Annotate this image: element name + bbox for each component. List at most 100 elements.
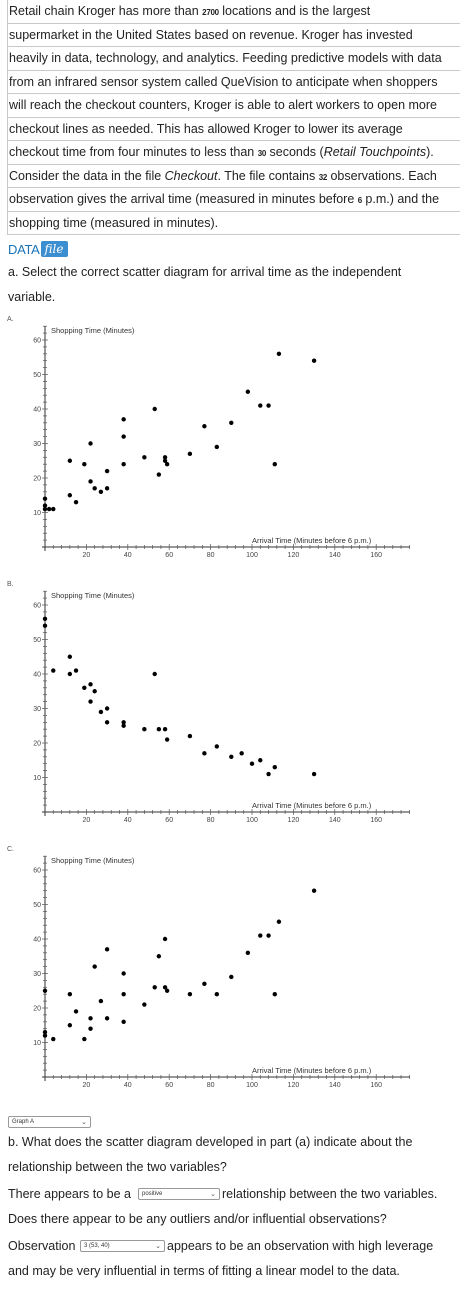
data-point — [104, 468, 110, 474]
y-tick-label: 10 — [33, 775, 41, 782]
x-axis-label: Arrival Time (Minutes before 6 p.m.) — [252, 1066, 372, 1075]
intro-line-5: will reach the checkout counters, Kroger… — [7, 94, 460, 118]
data-point — [42, 616, 48, 621]
x-tick-label: 20 — [83, 552, 91, 559]
data-point — [164, 988, 170, 993]
data-point — [162, 455, 168, 460]
data-point — [162, 458, 168, 463]
data-point — [92, 486, 97, 491]
intro-line-10: shopping time (measured in minutes). — [7, 211, 460, 235]
data-point — [42, 1029, 48, 1035]
data-point — [67, 654, 73, 659]
data-point — [67, 992, 73, 997]
data-point — [88, 479, 93, 484]
y-tick-label: 10 — [33, 1040, 41, 1047]
data-point — [266, 933, 271, 938]
x-tick-label: 20 — [83, 817, 91, 824]
data-point — [311, 888, 317, 893]
data-point — [121, 971, 126, 976]
data-point — [142, 727, 147, 732]
data-point — [67, 671, 73, 677]
data-point — [245, 950, 251, 955]
data-point — [258, 933, 263, 938]
x-tick-label: 120 — [288, 1082, 300, 1089]
data-point — [104, 706, 110, 711]
intro-line-1: Retail chain Kroger has more than 2700 l… — [7, 0, 460, 24]
scatter-svg: 20 40 60 80 100 120 140 160 10 20 30 40 50 60 Shopping… — [33, 590, 410, 824]
part-b-question-line-3: Does there appear to be any outliers and… — [8, 1212, 387, 1226]
data-point — [73, 1009, 79, 1014]
data-point — [202, 981, 207, 987]
y-tick-label: 50 — [33, 637, 41, 644]
data-point — [51, 506, 56, 512]
intro-line-6: checkout lines as needed. This has allow… — [7, 117, 460, 141]
data-point — [272, 764, 277, 770]
part-a-question-line-1: a. Select the correct scatter diagram fo… — [8, 265, 402, 279]
intro-line-3: heavily in data, technology, and analyti… — [7, 47, 460, 71]
data-point — [142, 455, 147, 460]
x-axis-label: Arrival Time (Minutes before 6 p.m.) — [252, 801, 372, 810]
data-point — [249, 761, 255, 766]
chevron-down-icon: ⌄ — [155, 1243, 161, 1250]
data-point — [156, 472, 162, 477]
option-letter-c: C. — [7, 846, 14, 853]
data-file-badge[interactable]: DATA file — [8, 239, 68, 259]
data-point — [82, 685, 87, 690]
x-tick-label: 120 — [288, 817, 300, 824]
data-point — [82, 462, 87, 467]
data-point — [51, 668, 56, 673]
chevron-down-icon: ⌄ — [81, 1119, 87, 1126]
data-point — [266, 771, 271, 777]
data-point — [276, 351, 282, 356]
relationship-select[interactable]: positive ⌄ — [138, 1188, 220, 1200]
data-point — [187, 733, 193, 739]
y-tick-label: 40 — [33, 937, 41, 944]
file-icon: file — [40, 241, 68, 257]
data-point — [152, 985, 157, 990]
data-point — [51, 1036, 56, 1042]
observation-select[interactable]: 3 (53, 40) ⌄ — [80, 1240, 165, 1252]
data-point — [67, 1023, 73, 1028]
y-tick-label: 60 — [33, 603, 41, 610]
data-point — [121, 992, 126, 997]
x-tick-label: 80 — [207, 552, 215, 559]
data-point — [266, 403, 271, 408]
data-point — [152, 406, 157, 412]
data-point — [156, 954, 162, 959]
x-tick-label: 80 — [207, 1082, 215, 1089]
data-point — [258, 403, 263, 408]
data-point — [121, 417, 126, 422]
graph-select-dropdown[interactable]: Graph A ⌄ — [8, 1116, 91, 1128]
part-b-answer-line-3: and may be very influential in terms of … — [8, 1264, 400, 1278]
data-point — [164, 462, 170, 467]
data-point — [162, 936, 168, 942]
x-tick-label: 100 — [246, 552, 258, 559]
x-axis-label: Arrival Time (Minutes before 6 p.m.) — [252, 536, 372, 545]
graph-select-value: Graph A — [12, 1119, 35, 1125]
answer-1-prefix: There appears to be a — [8, 1187, 131, 1201]
x-tick-label: 140 — [329, 817, 341, 824]
y-axis-label: Shopping Time (Minutes) — [51, 856, 135, 865]
y-tick-label: 60 — [33, 338, 41, 345]
data-point — [46, 506, 52, 512]
part-b-question-line-2: relationship between the two variables? — [8, 1160, 227, 1174]
y-tick-label: 20 — [33, 1006, 41, 1013]
relationship-select-value: positive — [142, 1191, 163, 1197]
data-point — [82, 1036, 87, 1042]
data-point — [214, 992, 220, 997]
scatter-svg: 20 40 60 80 100 120 140 160 10 20 30 40 50 60 Shopping… — [33, 325, 410, 559]
x-tick-label: 40 — [124, 552, 132, 559]
intro-line-8: Consider the data in the file Checkout. … — [7, 164, 460, 188]
y-tick-label: 60 — [33, 868, 41, 875]
y-tick-label: 50 — [33, 902, 41, 909]
answer-2-suffix: appears to be an observation with high l… — [167, 1239, 434, 1253]
data-point — [92, 689, 97, 694]
part-b-question-line-1: b. What does the scatter diagram develop… — [8, 1135, 413, 1149]
part-b-answer-line-1: There appears to be a — [8, 1187, 131, 1201]
data-point — [311, 358, 317, 363]
data-point — [104, 1016, 110, 1021]
y-tick-label: 50 — [33, 372, 41, 379]
x-tick-label: 60 — [165, 552, 173, 559]
data-point — [229, 974, 234, 980]
data-point — [42, 1033, 48, 1038]
